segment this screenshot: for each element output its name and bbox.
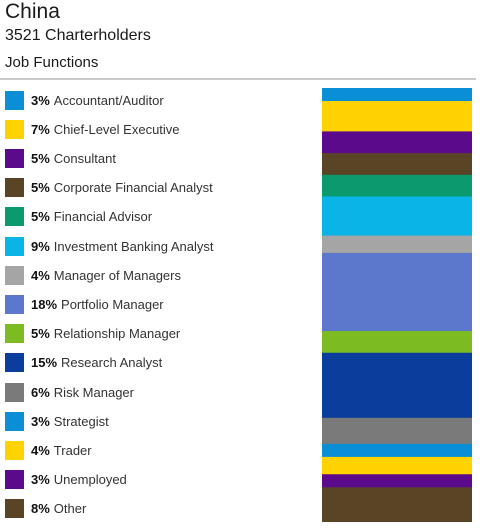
bar-segment-other <box>322 487 472 522</box>
legend-percent: 6% <box>31 384 50 400</box>
legend-item: 4% Manager of Managers <box>5 265 181 285</box>
legend-item: 6% Risk Manager <box>5 382 134 402</box>
bar-segment-chief-level-executive <box>322 101 472 132</box>
legend-percent: 5% <box>31 209 50 225</box>
legend-percent: 3% <box>31 413 50 429</box>
bar-segment-relationship-manager <box>322 331 472 354</box>
legend-label: Corporate Financial Analyst <box>53 180 213 196</box>
legend-percent: 8% <box>31 501 50 517</box>
legend-label: Consultant <box>53 150 116 166</box>
bar-segment-research-analyst <box>322 352 472 419</box>
legend-percent: 18% <box>31 296 58 312</box>
legend-swatch <box>5 353 24 373</box>
legend-percent: 15% <box>31 355 58 371</box>
legend-swatch <box>5 470 24 490</box>
stacked-bar-chart <box>322 88 472 522</box>
legend-swatch <box>5 294 24 314</box>
legend-swatch <box>5 440 24 460</box>
legend-item: 5% Consultant <box>5 148 116 168</box>
legend-label: Chief-Level Executive <box>53 121 180 137</box>
legend-label: Portfolio Manager <box>61 296 164 312</box>
bar-segment-unemployed <box>322 474 472 488</box>
bar-segment-portfolio-manager <box>322 252 472 332</box>
legend-percent: 5% <box>31 180 50 196</box>
legend-item: 5% Corporate Financial Analyst <box>5 178 213 198</box>
legend-swatch <box>5 324 24 344</box>
legend-percent: 3% <box>31 472 50 488</box>
legend-item: 9% Investment Banking Analyst <box>5 236 214 256</box>
legend-label: Accountant/Auditor <box>53 92 164 108</box>
legend-percent: 5% <box>31 326 50 342</box>
legend-percent: 9% <box>31 238 50 254</box>
bar-segment-accountant-auditor <box>322 88 472 102</box>
legend-swatch <box>5 119 24 139</box>
legend-label: Strategist <box>53 413 109 429</box>
charterholder-count: 3521 Charterholders <box>5 27 151 44</box>
legend-label: Trader <box>53 442 92 458</box>
legend-item: 4% Trader <box>5 440 92 460</box>
legend-swatch <box>5 236 24 256</box>
bar-segment-financial-advisor <box>322 174 472 197</box>
legend-label: Investment Banking Analyst <box>53 238 214 254</box>
divider <box>0 78 476 80</box>
legend-percent: 4% <box>31 267 50 283</box>
legend-item: 3% Unemployed <box>5 470 127 490</box>
legend-percent: 7% <box>31 121 50 137</box>
bar-segment-strategist <box>322 443 472 458</box>
legend-percent: 3% <box>31 92 50 108</box>
bar-segment-trader <box>322 456 472 475</box>
legend-swatch <box>5 207 24 227</box>
page-title: China <box>5 0 60 23</box>
section-heading: Job Functions <box>5 54 99 71</box>
bar-segment-consultant <box>322 131 472 154</box>
legend-label: Risk Manager <box>53 384 134 400</box>
legend-label: Unemployed <box>53 472 127 488</box>
legend-label: Other <box>53 501 87 517</box>
legend-swatch <box>5 411 24 431</box>
bar-segment-investment-banking-analyst <box>322 196 472 237</box>
legend-item: 18% Portfolio Manager <box>5 294 164 314</box>
legend-label: Financial Advisor <box>53 209 153 225</box>
legend-item: 8% Other <box>5 499 86 519</box>
legend-item: 5% Financial Advisor <box>5 207 152 227</box>
legend-swatch <box>5 382 24 402</box>
legend-item: 3% Strategist <box>5 411 109 431</box>
legend-swatch <box>5 148 24 168</box>
legend-percent: 4% <box>31 442 50 458</box>
legend-item: 3% Accountant/Auditor <box>5 90 164 110</box>
legend-percent: 5% <box>31 150 50 166</box>
bar-segment-risk-manager <box>322 417 472 445</box>
legend-label: Relationship Manager <box>53 326 181 342</box>
legend-swatch <box>5 499 24 519</box>
legend-swatch <box>5 178 24 198</box>
legend-label: Research Analyst <box>61 355 163 371</box>
legend-item: 15% Research Analyst <box>5 353 162 373</box>
legend-label: Manager of Managers <box>53 267 181 283</box>
legend-item: 7% Chief-Level Executive <box>5 119 180 139</box>
legend-swatch <box>5 265 24 285</box>
bar-segment-manager-of-managers <box>322 235 472 254</box>
bar-segment-corporate-financial-analyst <box>322 153 472 176</box>
legend-item: 5% Relationship Manager <box>5 324 180 344</box>
legend-swatch <box>5 90 24 110</box>
